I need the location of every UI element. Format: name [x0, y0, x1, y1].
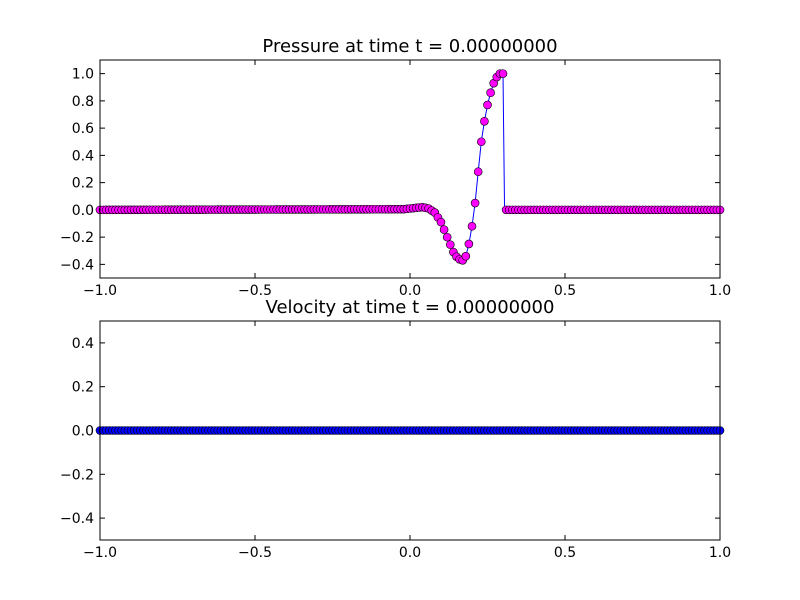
pressure-ytick-label: 0.4 [72, 148, 94, 164]
pressure-data-point [442, 232, 452, 242]
pressure-data-point [486, 88, 495, 97]
pressure-data-point [498, 69, 508, 78]
pressure-xtick-label: 0.5 [554, 283, 576, 299]
velocity-y-axis: −0.4 −0.2 0.0 0.2 0.4 [60, 336, 720, 527]
pressure-data-point [480, 117, 489, 126]
velocity-ytick-label: −0.2 [60, 467, 94, 483]
pressure-xtick-label: 1.0 [709, 283, 731, 299]
pressure-subplot: Pressure at time t = 0.00000000 −1.0 −0.5… [60, 36, 731, 299]
velocity-xtick-label: 1.0 [709, 545, 731, 561]
velocity-ytick-label: 0.2 [72, 380, 94, 396]
pressure-xtick-label: −1.0 [83, 283, 117, 299]
pressure-plot-area [95, 69, 725, 265]
pressure-title: Pressure at time t = 0.00000000 [262, 36, 557, 57]
pressure-ytick-label: 0.2 [72, 176, 94, 192]
pressure-axes-frame [99, 59, 721, 279]
velocity-xtick-label: 0.5 [554, 545, 576, 561]
velocity-xtick-label: 0.0 [399, 545, 421, 561]
pressure-data-point [483, 100, 492, 110]
pressure-x-axis: −1.0 −0.5 0.0 0.5 1.0 [83, 60, 731, 299]
pressure-data-point [470, 198, 480, 208]
pressure-ytick-label: 0.8 [72, 94, 94, 110]
pressure-data-point [476, 137, 486, 147]
pressure-xtick-label: −0.5 [238, 283, 272, 299]
pressure-data-point [467, 221, 477, 231]
velocity-ytick-label: 0.4 [72, 336, 94, 352]
pressure-ytick-label: −0.4 [60, 257, 94, 273]
velocity-plot-area [95, 426, 725, 435]
velocity-subplot: Velocity at time t = 0.00000000 −1.0 −0.5… [60, 297, 731, 561]
pressure-data-point [461, 251, 471, 261]
pressure-y-axis: −0.4 −0.2 0.0 0.2 0.4 0.6 0.8 1.0 [60, 67, 720, 273]
pressure-xtick-label: 0.0 [399, 283, 421, 299]
pressure-data-point [445, 240, 455, 249]
velocity-ytick-label: −0.4 [60, 511, 94, 527]
pressure-data-point [464, 239, 474, 249]
pressure-ytick-label: 1.0 [72, 67, 94, 83]
pressure-data-point [473, 167, 483, 177]
pressure-data-point [439, 225, 449, 234]
velocity-xtick-label: −1.0 [83, 545, 117, 561]
velocity-ytick-label: 0.0 [72, 424, 94, 440]
pressure-ytick-label: −0.2 [60, 230, 94, 246]
pressure-data-point [436, 217, 446, 227]
pressure-ytick-label: 0.6 [72, 121, 94, 137]
velocity-xtick-label: −0.5 [238, 545, 272, 561]
velocity-axes-frame [99, 320, 721, 541]
velocity-title: Velocity at time t = 0.00000000 [266, 297, 555, 318]
pressure-ytick-label: 0.0 [72, 203, 94, 219]
